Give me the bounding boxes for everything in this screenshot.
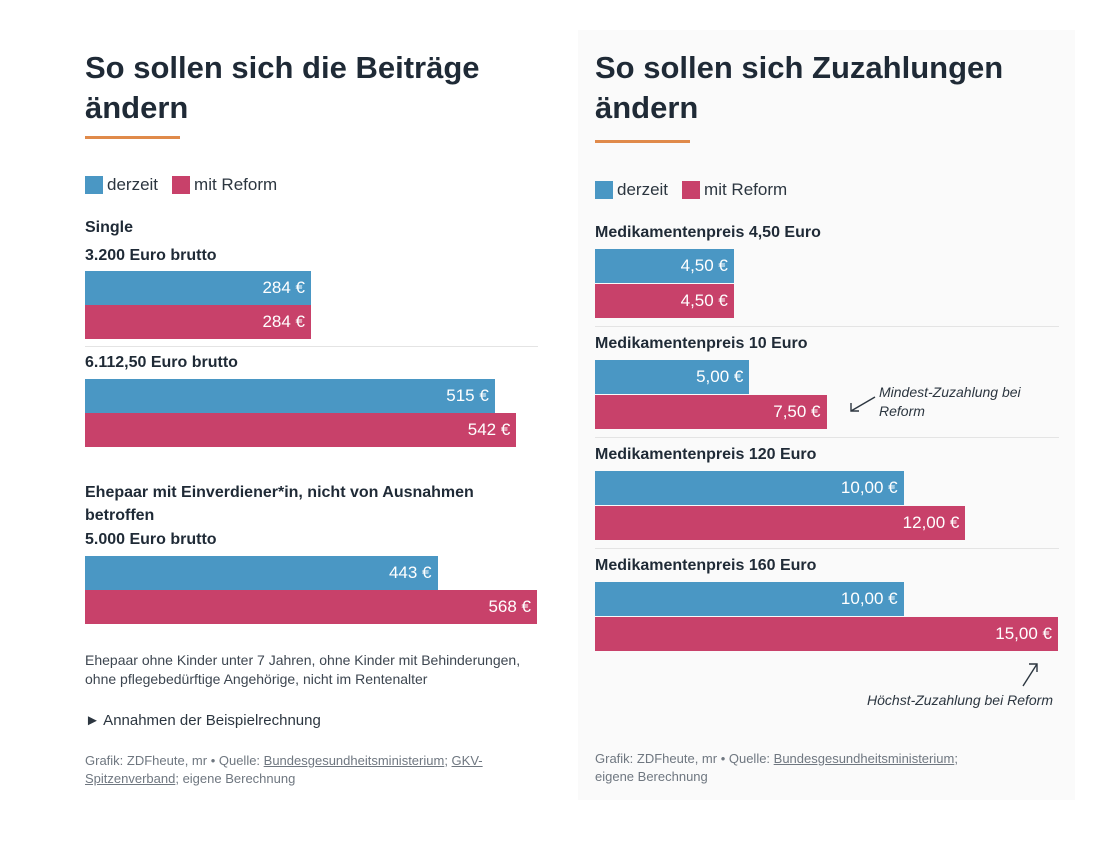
category-label: Medikamentenpreis 120 Euro — [595, 446, 817, 463]
legend: derzeit mit Reform — [85, 175, 277, 195]
bar-value-label: 15,00 € — [995, 624, 1052, 643]
legend-swatch-current — [595, 181, 613, 199]
bar-reform: 284 € — [85, 305, 311, 339]
bar-value-label: 5,00 € — [696, 367, 744, 386]
source-line2: eigene Berechnung — [595, 769, 708, 784]
copayments-content: So sollen sich Zuzahlungen ändern derzei… — [595, 30, 1065, 800]
bar-reform: 542 € — [85, 413, 517, 447]
category-label: Medikamentenpreis 10 Euro — [595, 335, 808, 352]
category-label: Medikamentenpreis 160 Euro — [595, 557, 817, 574]
source-link-gkv[interactable]: GKV-Spitzenverband — [85, 753, 483, 786]
separator — [595, 548, 1059, 549]
source-prefix: Grafik: ZDFheute, mr • Quelle: — [85, 753, 264, 768]
title-accent-line — [85, 136, 180, 139]
copayments-title-line1: So sollen sich Zuzahlungen — [595, 50, 1004, 85]
bar-current: 443 € — [85, 556, 438, 590]
title-accent-line — [595, 140, 690, 143]
source-link-bmg[interactable]: Bundesgesundheitsministerium — [263, 753, 445, 768]
bar-value-label: 4,50 € — [680, 291, 728, 310]
bar-value-label: 4,50 € — [680, 256, 728, 275]
bar-value-label: 284 € — [262, 312, 305, 331]
source-suffix: ; eigene Berechnung — [175, 771, 296, 786]
separator — [85, 346, 538, 347]
legend-swatch-reform — [172, 176, 191, 194]
legend-label-reform: mit Reform — [704, 180, 788, 199]
source-line: Grafik: ZDFheute, mr • Quelle: Bundesges… — [85, 752, 545, 788]
legend-swatch-current — [85, 176, 103, 194]
bar-reform: 15,00 € — [595, 617, 1058, 651]
bar-value-label: 7,50 € — [773, 402, 821, 421]
contributions-title-line2: ändern — [85, 90, 189, 125]
bar-value-label: 515 € — [446, 386, 489, 405]
bar-current: 10,00 € — [595, 582, 904, 616]
source-line: Grafik: ZDFheute, mr • Quelle: Bundesges… — [595, 750, 1065, 786]
chart-footnote: Ehepaar ohne Kinder unter 7 Jahren, ohne… — [85, 652, 521, 687]
bar-reform: 7,50 € — [595, 395, 827, 429]
bar-value-label: 443 € — [388, 563, 432, 582]
bar-value-label: 12,00 € — [902, 513, 960, 532]
bar-current: 515 € — [85, 379, 495, 413]
annotation-max-copay: Höchst-Zuzahlung bei Reform — [867, 692, 1053, 708]
bar-value-label: 542 € — [467, 420, 511, 439]
bar-current: 284 € — [85, 271, 311, 305]
bar-reform: 12,00 € — [595, 506, 966, 540]
legend-label-reform: mit Reform — [194, 175, 278, 194]
bar-current: 5,00 € — [595, 360, 750, 394]
category-label: 6.112,50 Euro brutto — [85, 354, 238, 371]
source-prefix: Grafik: ZDFheute, mr • Quelle: — [595, 751, 774, 766]
copayments-title-line2: ändern — [595, 90, 699, 125]
bar-reform: 4,50 € — [595, 284, 734, 318]
annotation-min-copay: Mindest-Zuzahlung bei Reform — [879, 384, 1021, 419]
bar-value-label: 10,00 € — [840, 589, 898, 608]
legend: derzeit mit Reform — [595, 180, 787, 200]
bar-value-label: 284 € — [262, 278, 305, 297]
source-link-bmg[interactable]: Bundesgesundheitsministerium — [773, 751, 955, 766]
contributions-title-line1: So sollen sich die Beiträge — [85, 50, 480, 85]
contributions-title: So sollen sich die Beiträge ändern — [85, 48, 480, 128]
legend-label-current: derzeit — [107, 175, 159, 194]
category-label: 3.200 Euro brutto — [85, 247, 217, 264]
bar-value-label: 10,00 € — [840, 478, 898, 497]
assumptions-toggle[interactable]: ► Annahmen der Beispielrechnung — [85, 712, 321, 729]
legend-swatch-reform — [682, 181, 701, 199]
separator — [595, 326, 1059, 327]
source-separator: ; — [444, 753, 452, 768]
annotation-arrow — [850, 396, 876, 412]
bar-reform: 568 € — [85, 590, 537, 624]
annotation-arrow — [1022, 663, 1038, 687]
category-sublabel: 5.000 Euro brutto — [85, 531, 217, 548]
category-label: Medikamentenpreis 4,50 Euro — [595, 224, 821, 241]
copayments-panel: So sollen sich Zuzahlungen ändern derzei… — [578, 30, 1075, 800]
group-label-single: Single — [85, 219, 134, 236]
bar-current: 4,50 € — [595, 249, 734, 283]
separator — [595, 437, 1059, 438]
bar-current: 10,00 € — [595, 471, 904, 505]
legend-label-current: derzeit — [617, 180, 669, 199]
category-label: Ehepaar mit Einverdiener*in, nicht von A… — [85, 484, 474, 524]
source-suffix: ; — [954, 751, 958, 766]
bar-value-label: 568 € — [488, 597, 531, 616]
copayments-title: So sollen sich Zuzahlungen ändern — [595, 48, 1003, 128]
